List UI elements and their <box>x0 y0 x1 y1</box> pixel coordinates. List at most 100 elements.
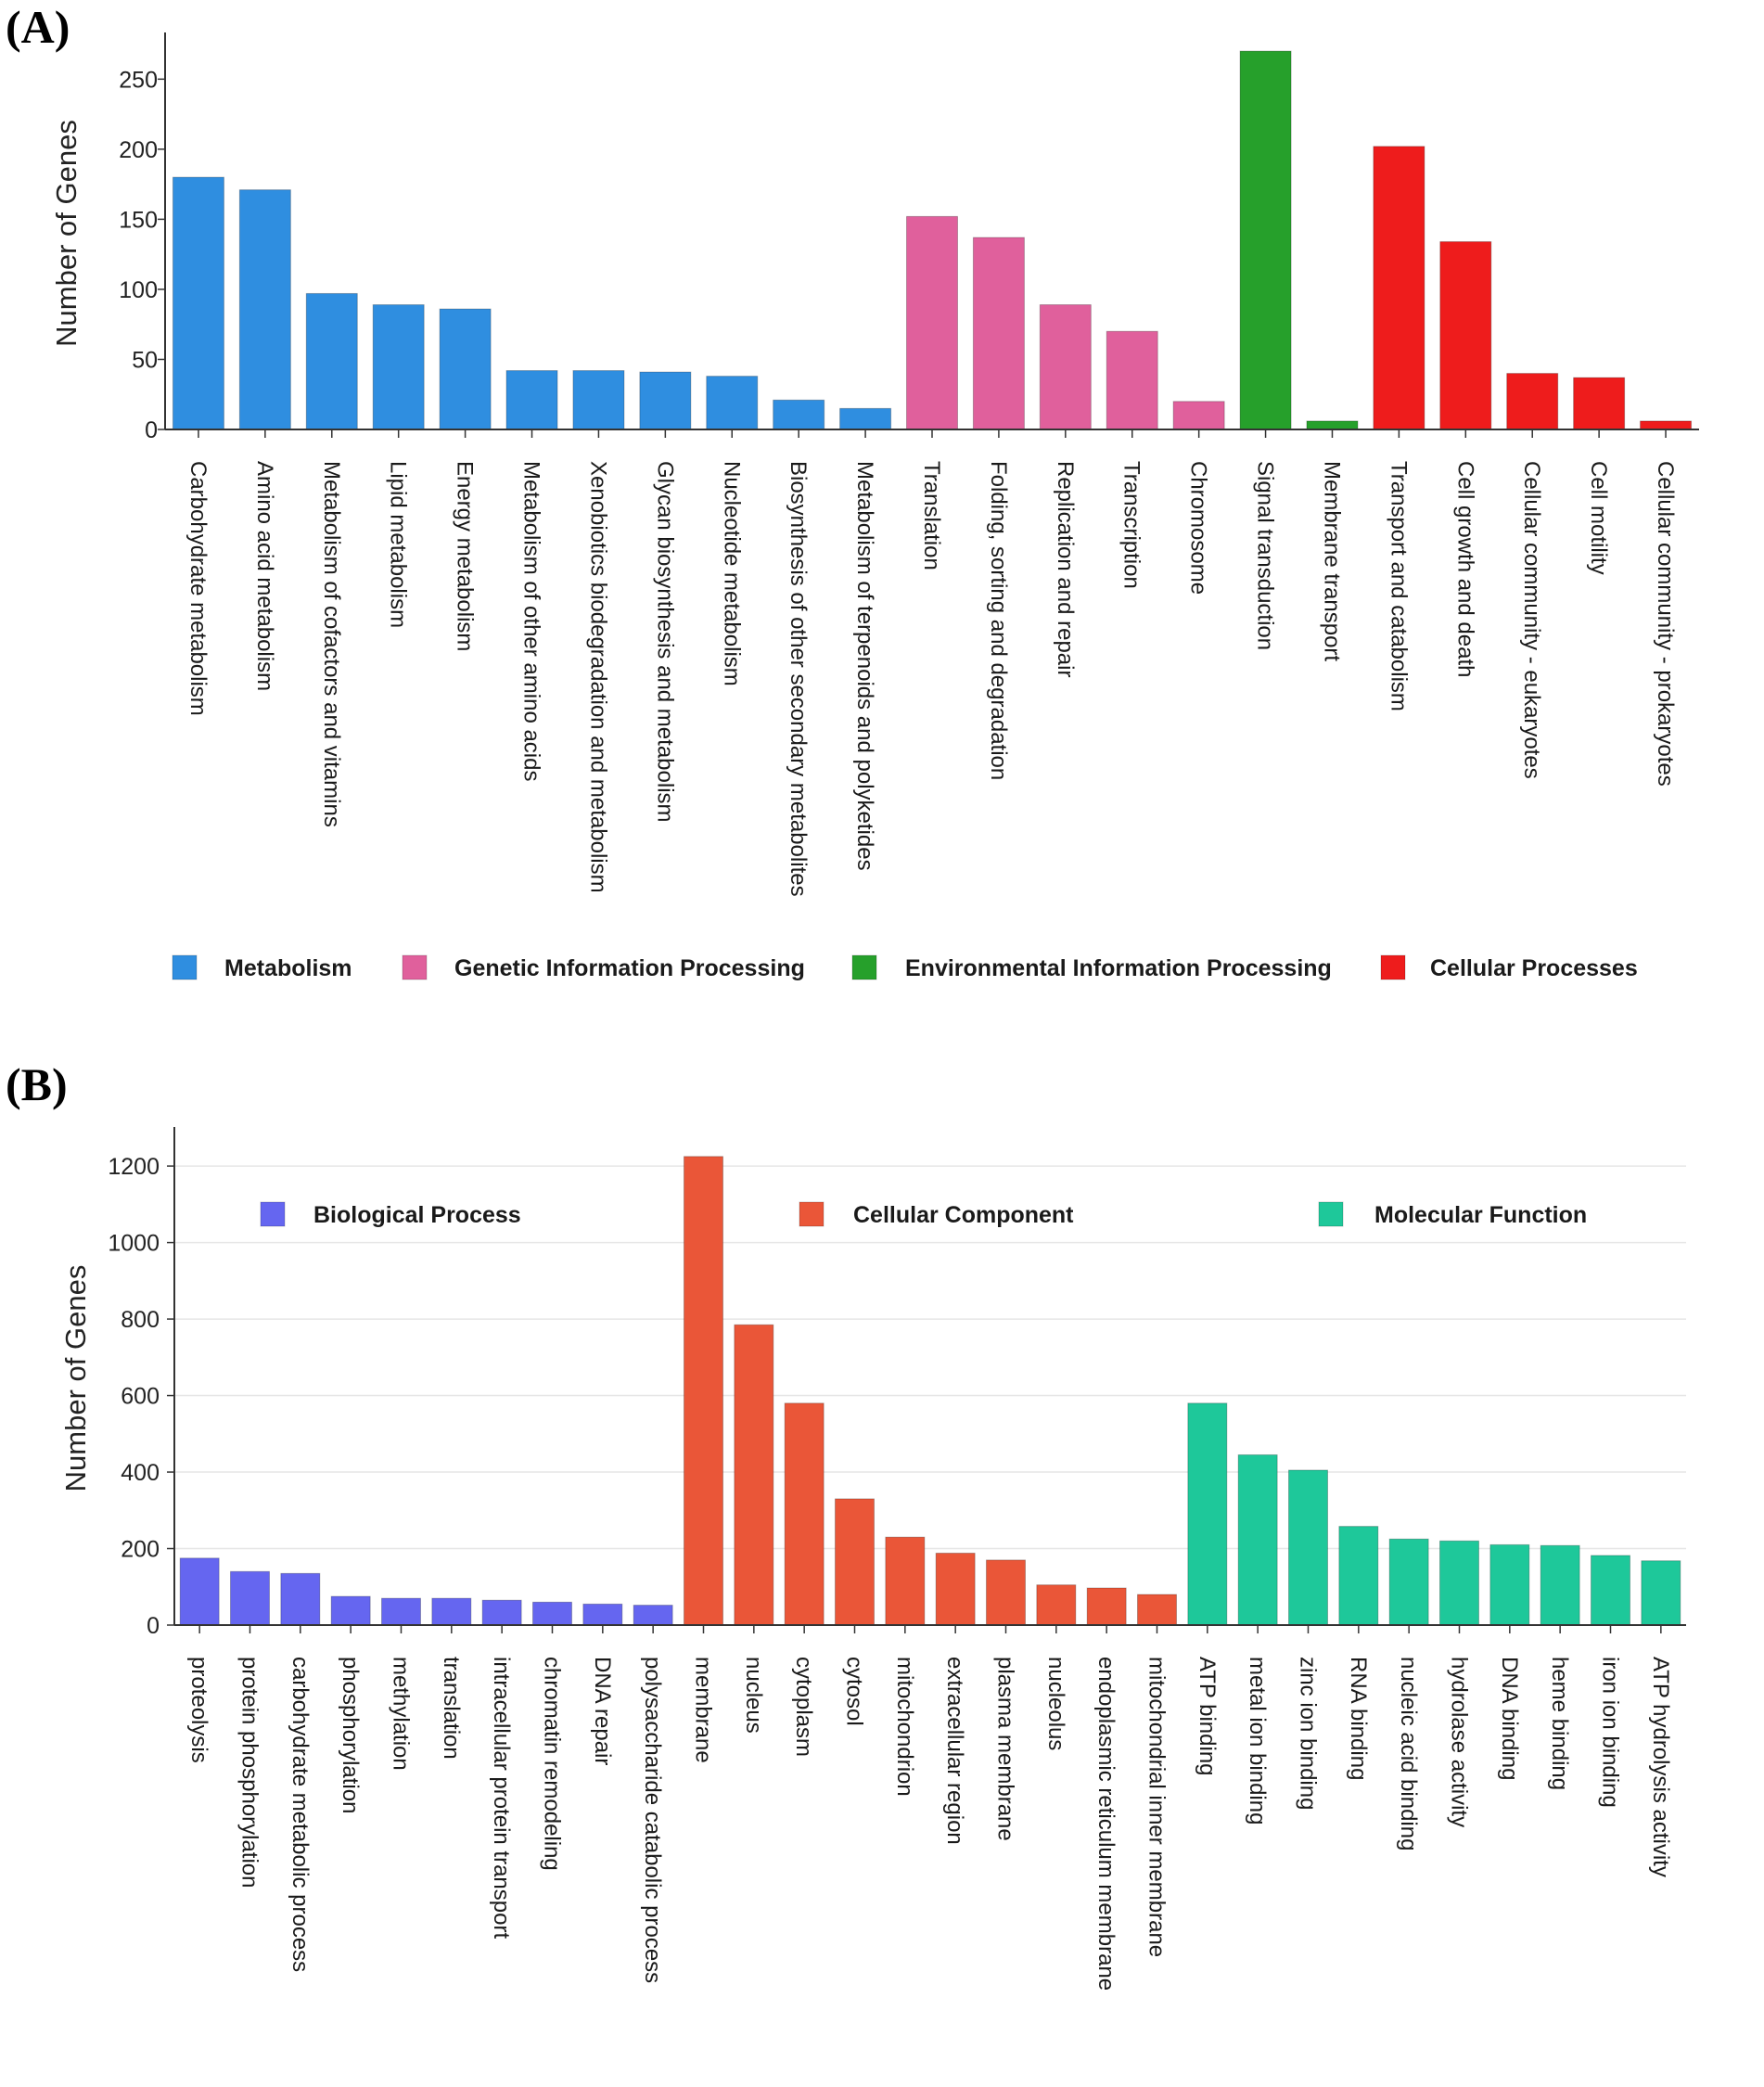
bar-a-cell-growth-and-death <box>1439 241 1492 430</box>
bar-a-cell-motility <box>1573 377 1626 430</box>
x-category-label-b-extracellular-region: extracellular region <box>942 1657 967 1845</box>
x-category-label-a-cellular-community-prokaryotes: Cellular community - prokaryotes <box>1653 461 1678 787</box>
bar-b-proteolysis <box>179 1557 220 1626</box>
y-axis-title-a: Number of Genes <box>50 120 83 347</box>
x-category-label-a-metabolism-of-cofactors-and-vitamins: Metabolism of cofactors and vitamins <box>319 461 344 827</box>
bar-b-protein-phosphorylation <box>230 1570 270 1626</box>
bar-b-cytoplasm <box>784 1402 824 1626</box>
legend-swatch-b-cellular-component <box>799 1201 824 1227</box>
legend-swatch-b-biological-process <box>260 1201 286 1227</box>
x-category-label-b-endoplasmic-reticulum-membrane: endoplasmic reticulum membrane <box>1093 1657 1118 1991</box>
bar-a-amino-acid-metabolism <box>238 189 291 430</box>
legend-swatch-a-metabolism <box>172 954 198 980</box>
legend-swatch-a-environmental-information-processing <box>851 954 877 980</box>
x-category-label-b-intracellular-protein-transport: intracellular protein transport <box>489 1657 514 1939</box>
bar-a-carbohydrate-metabolism <box>172 176 224 430</box>
legend-label-b-molecular-function: Molecular Function <box>1374 1202 1587 1228</box>
x-category-label-b-hydrolase-activity: hydrolase activity <box>1447 1657 1472 1827</box>
bar-a-chromosome <box>1172 401 1225 430</box>
bar-a-cellular-community-prokaryotes <box>1640 420 1693 430</box>
bar-a-metabolism-of-cofactors-and-vitamins <box>305 292 358 430</box>
x-category-label-a-replication-and-repair: Replication and repair <box>1053 461 1078 677</box>
bar-b-translation <box>431 1597 472 1626</box>
bar-a-biosynthesis-of-other-secondary-metabolites <box>773 399 825 430</box>
x-category-label-b-membrane: membrane <box>691 1657 716 1763</box>
x-category-label-a-nucleotide-metabolism: Nucleotide metabolism <box>719 461 744 686</box>
x-category-label-b-metal-ion-binding: metal ion binding <box>1245 1657 1270 1825</box>
legend-label-b-cellular-component: Cellular Component <box>853 1202 1074 1228</box>
bar-a-xenobiotics-biodegradation-and-metabolism <box>572 370 625 430</box>
bar-b-endoplasmic-reticulum-membrane <box>1086 1587 1127 1626</box>
bar-b-membrane <box>684 1156 723 1626</box>
bar-a-energy-metabolism <box>439 308 492 430</box>
x-category-label-a-chromosome: Chromosome <box>1186 461 1211 595</box>
y-tick-label-a-200: 200 <box>119 137 158 163</box>
legend-label-a-environmental-information-processing: Environmental Information Processing <box>905 955 1332 981</box>
x-category-label-b-protein-phosphorylation: protein phosphorylation <box>237 1657 262 1889</box>
x-category-label-a-translation: Translation <box>919 461 944 570</box>
x-category-label-a-carbohydrate-metabolism: Carbohydrate metabolism <box>185 461 211 716</box>
y-tick-label-b-1200: 1200 <box>108 1154 160 1180</box>
bar-b-atp-hydrolysis-activity <box>1641 1560 1681 1626</box>
bar-b-nucleolus <box>1036 1584 1077 1626</box>
x-category-label-b-dna-binding: DNA binding <box>1497 1657 1522 1780</box>
x-category-label-a-metabolism-of-other-amino-acids: Metabolism of other amino acids <box>519 461 544 782</box>
y-tick-label-b-600: 600 <box>121 1384 160 1410</box>
y-tick-label-a-50: 50 <box>132 347 158 373</box>
bar-b-carbohydrate-metabolic-process <box>280 1572 321 1626</box>
legend-label-a-cellular-processes: Cellular Processes <box>1430 955 1638 981</box>
y-tick-label-b-200: 200 <box>121 1537 160 1563</box>
x-category-label-b-dna-repair: DNA repair <box>590 1657 615 1765</box>
x-category-label-b-cytoplasm: cytoplasm <box>791 1657 816 1757</box>
bar-a-signal-transduction <box>1239 50 1292 430</box>
bar-b-iron-ion-binding <box>1591 1555 1630 1626</box>
bar-a-membrane-transport <box>1306 420 1359 430</box>
legend-swatch-a-cellular-processes <box>1380 954 1406 980</box>
bar-a-transcription <box>1106 330 1158 430</box>
x-category-label-a-biosynthesis-of-other-secondary-metabolites: Biosynthesis of other secondary metaboli… <box>786 461 811 897</box>
chart-a-kegg-pathways: 0 50 100 150 200 250 Number of Genes Carbohydra… <box>50 32 1699 981</box>
bar-b-zinc-ion-binding <box>1288 1469 1328 1626</box>
x-category-label-b-plasma-membrane: plasma membrane <box>993 1657 1018 1841</box>
x-category-label-b-carbohydrate-metabolic-process: carbohydrate metabolic process <box>288 1657 313 1972</box>
x-category-label-b-cytosol: cytosol <box>842 1657 867 1726</box>
x-category-label-b-nucleus: nucleus <box>741 1657 766 1734</box>
x-category-label-a-membrane-transport: Membrane transport <box>1319 461 1344 661</box>
bar-b-phosphorylation <box>330 1595 371 1626</box>
x-category-label-b-mitochondrial-inner-membrane: mitochondrial inner membrane <box>1144 1657 1170 1957</box>
legend-label-b-biological-process: Biological Process <box>313 1202 521 1228</box>
x-category-label-a-lipid-metabolism: Lipid metabolism <box>386 461 411 628</box>
x-category-label-a-xenobiotics-biodegradation-and-metabolism: Xenobiotics biodegradation and metabolis… <box>585 461 610 893</box>
panel-label-a: (A) <box>6 1 70 53</box>
x-category-label-a-metabolism-of-terpenoids-and-polyketides: Metabolism of terpenoids and polyketides <box>852 461 877 871</box>
bar-a-translation <box>906 215 958 430</box>
bar-a-transport-and-catabolism <box>1373 146 1425 430</box>
y-tick-label-a-0: 0 <box>145 417 158 443</box>
x-category-label-a-glycan-biosynthesis-and-metabolism: Glycan biosynthesis and metabolism <box>652 461 677 823</box>
x-category-label-b-proteolysis: proteolysis <box>186 1657 211 1763</box>
bar-b-rna-binding <box>1338 1526 1379 1626</box>
bar-b-dna-binding <box>1489 1543 1530 1626</box>
bar-b-dna-repair <box>582 1603 623 1626</box>
bar-b-intracellular-protein-transport <box>481 1599 522 1626</box>
bar-b-polysaccharide-catabolic-process <box>633 1605 673 1626</box>
x-category-label-a-cellular-community-eukaryotes: Cellular community - eukaryotes <box>1519 461 1544 779</box>
bar-b-mitochondrial-inner-membrane <box>1137 1594 1177 1626</box>
x-category-label-a-energy-metabolism: Energy metabolism <box>453 461 478 651</box>
legend-label-a-metabolism: Metabolism <box>224 955 352 981</box>
bar-b-plasma-membrane <box>986 1559 1026 1626</box>
bar-b-atp-binding <box>1187 1402 1228 1626</box>
x-category-label-b-rna-binding: RNA binding <box>1346 1657 1371 1780</box>
x-category-label-b-atp-hydrolysis-activity: ATP hydrolysis activity <box>1648 1657 1673 1877</box>
bar-a-nucleotide-metabolism <box>706 376 759 430</box>
x-category-label-a-cell-growth-and-death: Cell growth and death <box>1452 461 1477 677</box>
x-category-label-b-heme-binding: heme binding <box>1547 1657 1572 1790</box>
bar-b-nucleus <box>734 1324 774 1626</box>
bar-a-replication-and-repair <box>1039 304 1092 430</box>
x-category-label-a-folding-sorting-and-degradation: Folding, sorting and degradation <box>986 461 1011 780</box>
bar-a-lipid-metabolism <box>372 304 425 430</box>
x-category-label-b-translation: translation <box>439 1657 464 1760</box>
legend-swatch-b-molecular-function <box>1318 1201 1344 1227</box>
bar-b-heme-binding <box>1540 1544 1580 1626</box>
